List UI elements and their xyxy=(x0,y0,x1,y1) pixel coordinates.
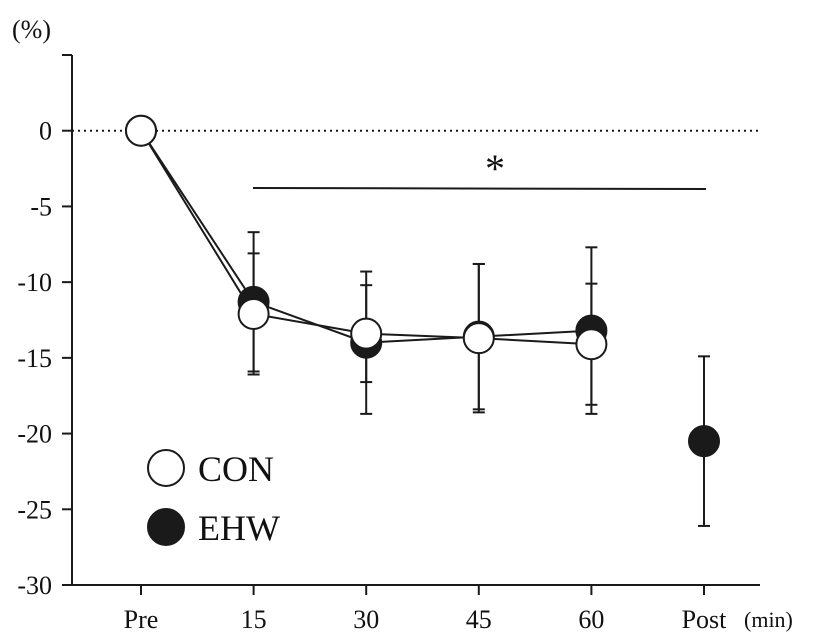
axes: 0 -5 -10 -15 -20 -25 -30 Pre 15 30 45 60 Post xyxy=(17,54,760,633)
x-tick-label: 30 xyxy=(353,605,379,633)
legend-ehw-marker xyxy=(147,508,185,546)
y-tick-label: -25 xyxy=(17,495,52,524)
y-tick-label: -10 xyxy=(17,268,52,297)
data-point-con xyxy=(575,328,608,361)
markers-ehw xyxy=(125,114,720,458)
significance-symbol: * xyxy=(485,146,505,191)
data-point-con xyxy=(462,322,495,355)
legend-ehw-label: EHW xyxy=(198,508,280,548)
significance-annotation: * xyxy=(252,146,707,191)
error-bars xyxy=(247,231,710,527)
x-tick-label: Post xyxy=(682,605,728,633)
y-unit-label: (%) xyxy=(12,15,51,44)
y-tick-label: -5 xyxy=(30,192,52,221)
data-point-con xyxy=(125,114,157,147)
x-tick-label: 60 xyxy=(578,605,604,633)
x-unit-label: (min) xyxy=(744,607,793,632)
legend-con-marker xyxy=(147,449,185,487)
y-tick-label: -30 xyxy=(17,571,52,600)
y-tick-label: -20 xyxy=(17,420,52,449)
data-point-con xyxy=(237,297,270,330)
legend-con-label: CON xyxy=(198,449,274,489)
data-point-con xyxy=(350,317,383,350)
legend: CON EHW xyxy=(147,449,280,548)
x-tick-label: 45 xyxy=(466,605,492,633)
y-tick-label: -15 xyxy=(17,344,52,373)
y-tick-label: 0 xyxy=(39,117,52,146)
data-point-ehw xyxy=(688,425,720,458)
x-tick-label: 15 xyxy=(241,605,267,633)
x-tick-label: Pre xyxy=(124,605,159,633)
markers-con xyxy=(125,114,608,361)
significance-bar xyxy=(252,187,707,190)
